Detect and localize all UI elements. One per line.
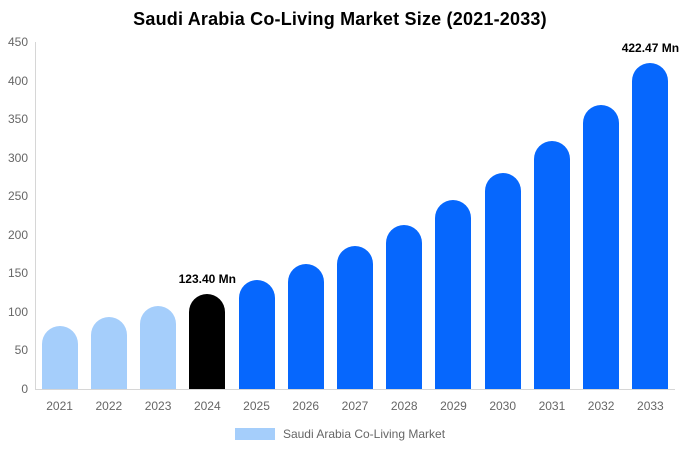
bar-2026[interactable] xyxy=(287,263,324,389)
x-tick-2032: 2032 xyxy=(587,399,615,413)
data-label-2033: 422.47 Mn xyxy=(621,41,680,56)
bar-2033[interactable] xyxy=(632,63,669,389)
bar-2029[interactable] xyxy=(435,200,472,389)
bar-2027[interactable] xyxy=(337,245,373,389)
legend[interactable]: Saudi Arabia Co-Living Market xyxy=(0,427,680,441)
y-tick-350: 350 xyxy=(7,112,28,127)
x-tick-2023: 2023 xyxy=(144,399,172,413)
y-tick-200: 200 xyxy=(7,227,28,242)
data-label-2024: 123.40 Mn xyxy=(178,271,236,286)
y-tick-400: 400 xyxy=(7,73,28,88)
y-tick-250: 250 xyxy=(7,189,28,204)
y-tick-50: 50 xyxy=(14,343,28,358)
x-axis-line xyxy=(35,389,675,390)
bar-2024[interactable] xyxy=(189,293,226,389)
x-tick-2022: 2022 xyxy=(95,399,123,413)
bar-2030[interactable] xyxy=(484,172,521,389)
x-tick-2028: 2028 xyxy=(390,399,418,413)
bar-2031[interactable] xyxy=(533,141,570,389)
y-axis-line xyxy=(35,42,36,389)
y-tick-100: 100 xyxy=(7,304,28,319)
x-tick-2029: 2029 xyxy=(440,399,467,413)
x-tick-2026: 2026 xyxy=(292,399,320,413)
x-tick-2021: 2021 xyxy=(46,399,73,413)
x-tick-2025: 2025 xyxy=(243,399,270,413)
y-tick-300: 300 xyxy=(7,150,28,165)
bar-2025[interactable] xyxy=(238,279,275,389)
chart-title: Saudi Arabia Co-Living Market Size (2021… xyxy=(133,9,547,29)
y-tick-0: 0 xyxy=(21,382,28,396)
y-tick-150: 150 xyxy=(7,266,28,281)
x-tick-2033: 2033 xyxy=(637,399,664,413)
bar-2021[interactable] xyxy=(41,325,78,389)
bar-2023[interactable] xyxy=(140,306,177,389)
legend-swatch xyxy=(234,428,275,440)
x-tick-2031: 2031 xyxy=(538,399,566,413)
legend-label: Saudi Arabia Co-Living Market xyxy=(282,427,446,441)
bar-2022[interactable] xyxy=(90,316,127,389)
x-tick-2027: 2027 xyxy=(341,399,369,413)
x-tick-2024: 2024 xyxy=(193,399,221,413)
x-tick-2030: 2030 xyxy=(489,399,517,413)
bar-2032[interactable] xyxy=(583,104,620,389)
bar-2028[interactable] xyxy=(386,224,423,389)
y-tick-450: 450 xyxy=(7,35,28,49)
